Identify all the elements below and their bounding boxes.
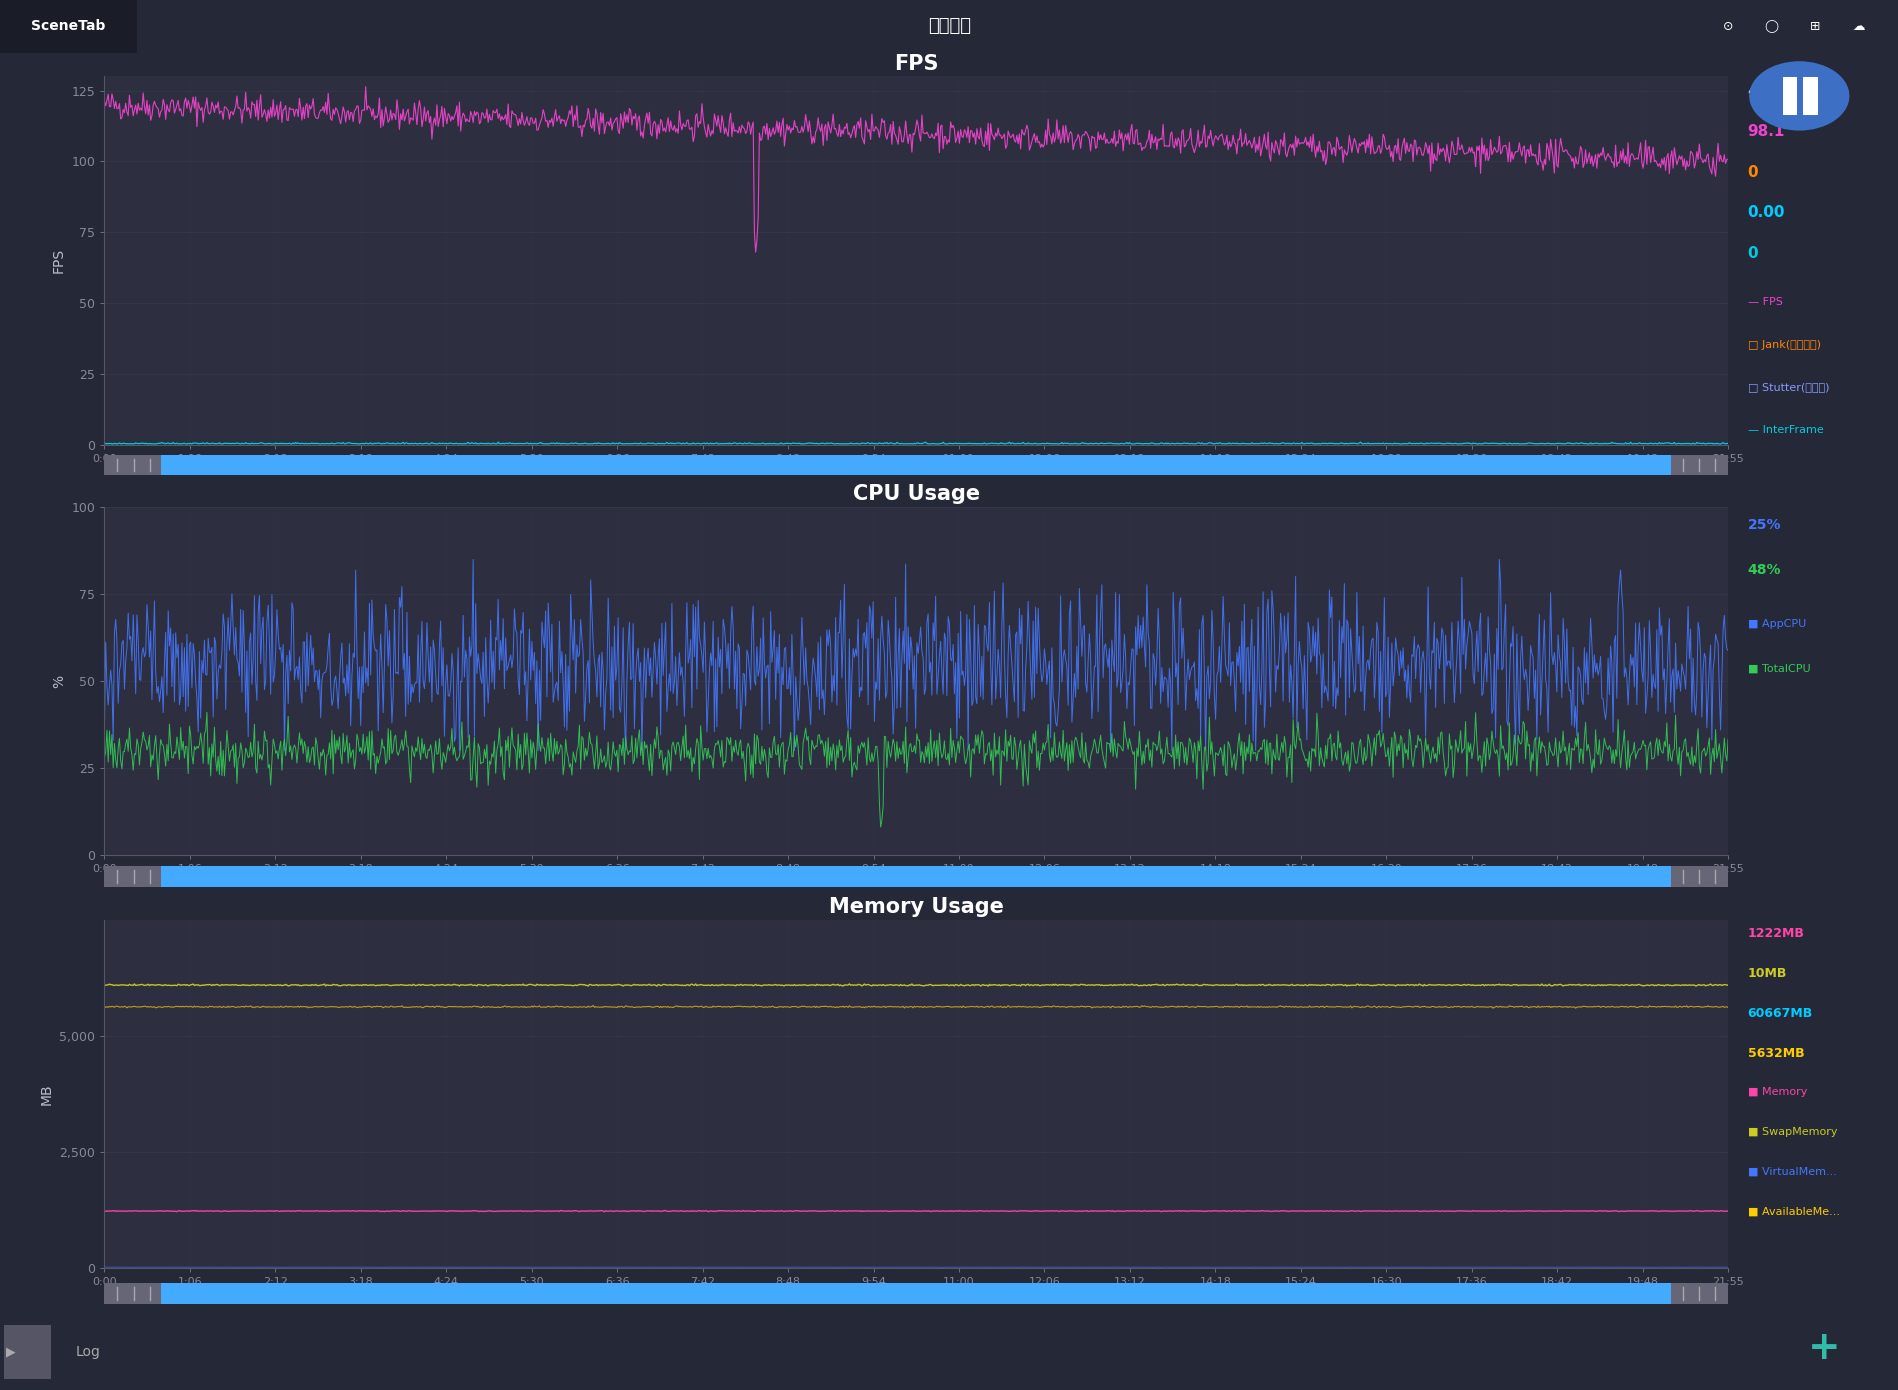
FancyBboxPatch shape bbox=[104, 866, 161, 887]
Circle shape bbox=[1748, 61, 1849, 131]
Text: 10MB: 10MB bbox=[1746, 967, 1786, 980]
Text: ■ AvailableMe...: ■ AvailableMe... bbox=[1746, 1207, 1839, 1216]
FancyBboxPatch shape bbox=[1782, 76, 1796, 115]
Y-axis label: MB: MB bbox=[40, 1083, 53, 1105]
Text: 王者荣耀: 王者荣耀 bbox=[928, 18, 970, 35]
Title: Memory Usage: Memory Usage bbox=[828, 897, 1004, 917]
FancyBboxPatch shape bbox=[161, 866, 1670, 887]
Text: 98.1: 98.1 bbox=[1746, 124, 1784, 139]
FancyBboxPatch shape bbox=[104, 1283, 161, 1304]
Y-axis label: FPS: FPS bbox=[51, 247, 66, 274]
Title: FPS: FPS bbox=[894, 53, 938, 74]
FancyBboxPatch shape bbox=[1670, 1283, 1727, 1304]
Text: 4:41: 4:41 bbox=[1746, 83, 1780, 99]
FancyBboxPatch shape bbox=[161, 455, 1670, 475]
Text: ⊙: ⊙ bbox=[1721, 19, 1733, 33]
Text: SceneTab: SceneTab bbox=[30, 19, 106, 33]
FancyBboxPatch shape bbox=[4, 1325, 51, 1379]
Y-axis label: %: % bbox=[51, 674, 66, 688]
Text: ■ VirtualMem...: ■ VirtualMem... bbox=[1746, 1168, 1835, 1177]
FancyBboxPatch shape bbox=[1670, 866, 1727, 887]
Text: 0.00: 0.00 bbox=[1746, 206, 1784, 221]
FancyBboxPatch shape bbox=[1803, 76, 1816, 115]
Text: ■ SwapMemory: ■ SwapMemory bbox=[1746, 1127, 1835, 1137]
Text: — FPS: — FPS bbox=[1746, 297, 1782, 307]
Title: CPU Usage: CPU Usage bbox=[852, 484, 979, 505]
Text: ■ TotalCPU: ■ TotalCPU bbox=[1746, 664, 1809, 674]
Text: □ Jank(卡顿次数): □ Jank(卡顿次数) bbox=[1746, 339, 1820, 350]
Text: — InterFrame: — InterFrame bbox=[1746, 424, 1822, 435]
Text: ■ AppCPU: ■ AppCPU bbox=[1746, 619, 1805, 628]
Text: ⊞: ⊞ bbox=[1809, 19, 1820, 33]
FancyBboxPatch shape bbox=[104, 455, 161, 475]
Text: +: + bbox=[1807, 1329, 1839, 1368]
FancyBboxPatch shape bbox=[0, 0, 137, 53]
Text: 1222MB: 1222MB bbox=[1746, 927, 1803, 940]
Text: ▶: ▶ bbox=[6, 1346, 15, 1358]
Text: 60667MB: 60667MB bbox=[1746, 1006, 1813, 1020]
Text: □ Stutter(卡顿率): □ Stutter(卡顿率) bbox=[1746, 382, 1828, 392]
Text: ◯: ◯ bbox=[1763, 19, 1778, 33]
FancyBboxPatch shape bbox=[161, 1283, 1670, 1304]
Text: Log: Log bbox=[76, 1344, 101, 1359]
Text: 25%: 25% bbox=[1746, 518, 1780, 532]
FancyBboxPatch shape bbox=[1670, 455, 1727, 475]
Text: 5632MB: 5632MB bbox=[1746, 1047, 1803, 1061]
Text: 0: 0 bbox=[1746, 165, 1758, 179]
Text: 0: 0 bbox=[1746, 246, 1758, 261]
Text: ☁: ☁ bbox=[1852, 19, 1864, 33]
Text: 48%: 48% bbox=[1746, 563, 1780, 577]
Text: ■ Memory: ■ Memory bbox=[1746, 1087, 1807, 1097]
